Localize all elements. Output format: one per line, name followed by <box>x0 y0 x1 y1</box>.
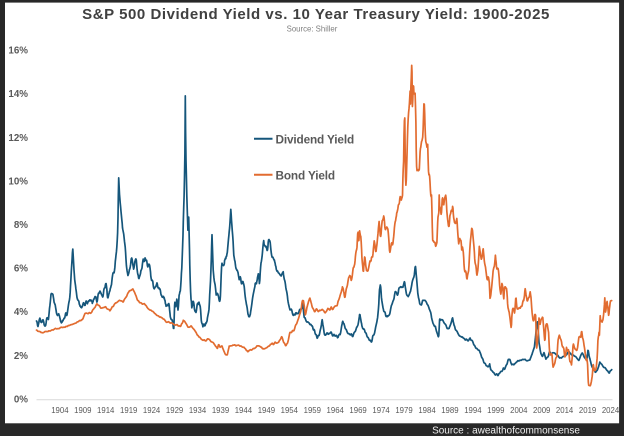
svg-text:4%: 4% <box>14 307 28 318</box>
svg-text:8%: 8% <box>14 220 28 231</box>
svg-text:1964: 1964 <box>327 406 345 415</box>
svg-text:1969: 1969 <box>349 406 366 415</box>
svg-text:1944: 1944 <box>235 406 253 415</box>
svg-text:2019: 2019 <box>579 406 596 415</box>
svg-text:2004: 2004 <box>510 406 528 415</box>
svg-text:1914: 1914 <box>97 406 115 415</box>
svg-text:1929: 1929 <box>166 406 183 415</box>
svg-text:1979: 1979 <box>395 406 412 415</box>
svg-text:6%: 6% <box>14 264 28 275</box>
svg-text:2009: 2009 <box>533 406 550 415</box>
svg-text:10%: 10% <box>8 176 28 187</box>
svg-text:1924: 1924 <box>143 406 161 415</box>
svg-text:1934: 1934 <box>189 406 207 415</box>
svg-text:16%: 16% <box>8 46 28 57</box>
svg-text:1984: 1984 <box>418 406 436 415</box>
svg-text:14%: 14% <box>8 89 28 100</box>
svg-text:1999: 1999 <box>487 406 504 415</box>
svg-text:2%: 2% <box>14 351 28 362</box>
svg-text:S&P 500 Dividend Yield vs. 10: S&P 500 Dividend Yield vs. 10 Year Treas… <box>82 6 550 23</box>
svg-text:1949: 1949 <box>258 406 275 415</box>
svg-text:2024: 2024 <box>602 406 620 415</box>
svg-text:1954: 1954 <box>281 406 299 415</box>
svg-text:Bond Yield: Bond Yield <box>276 168 335 182</box>
svg-text:1989: 1989 <box>441 406 458 415</box>
svg-text:1909: 1909 <box>74 406 91 415</box>
svg-text:Source : awealthofcommonsense: Source : awealthofcommonsense <box>432 426 580 436</box>
svg-text:1959: 1959 <box>304 406 321 415</box>
svg-text:1919: 1919 <box>120 406 137 415</box>
svg-text:1939: 1939 <box>212 406 229 415</box>
svg-text:2014: 2014 <box>556 406 574 415</box>
svg-text:1904: 1904 <box>51 406 69 415</box>
svg-text:0%: 0% <box>14 394 28 405</box>
svg-text:12%: 12% <box>8 133 28 144</box>
svg-text:1994: 1994 <box>464 406 482 415</box>
svg-text:Source: Shiller: Source: Shiller <box>287 25 338 34</box>
svg-text:1974: 1974 <box>372 406 390 415</box>
svg-text:Dividend Yield: Dividend Yield <box>276 132 355 146</box>
